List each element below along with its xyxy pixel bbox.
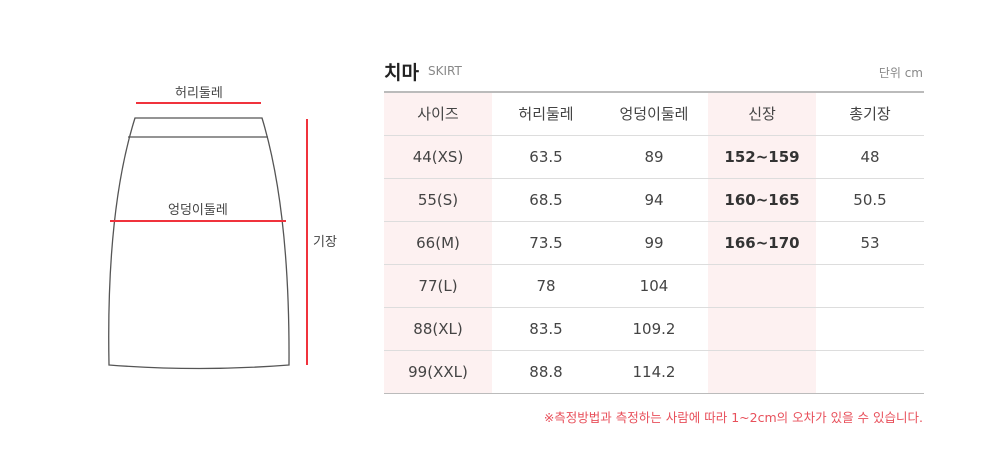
length-label: 기장 (313, 235, 337, 250)
table-cell: 89 (600, 135, 708, 179)
table-cell (816, 350, 924, 393)
table-row: 99(XXL) 88.8 114.2 (384, 350, 924, 393)
table-cell: 152~159 (708, 135, 816, 179)
table-cell (708, 307, 816, 351)
table-cell: 88(XL) (384, 307, 492, 351)
col-waist: 허리둘레 (492, 92, 600, 136)
skirt-diagram (108, 102, 308, 370)
table-row: 66(M) 73.5 99 166~170 53 (384, 221, 924, 265)
table-cell: 48 (816, 135, 924, 179)
table-cell: 99 (600, 221, 708, 265)
table-cell (816, 307, 924, 351)
table-cell: 104 (600, 264, 708, 308)
table-cell: 94 (600, 178, 708, 222)
col-height: 신장 (708, 92, 816, 136)
table-cell (708, 264, 816, 308)
unit-label: 단위 cm (878, 66, 923, 80)
table-cell: 63.5 (492, 135, 600, 179)
table-cell: 166~170 (708, 221, 816, 265)
table-row: 55(S) 68.5 94 160~165 50.5 (384, 178, 924, 222)
table-cell: 66(M) (384, 221, 492, 265)
table-cell: 109.2 (600, 307, 708, 351)
table-cell: 88.8 (529, 362, 563, 381)
hip-label: 엉덩이둘레 (168, 203, 228, 218)
table-cell: 78 (492, 264, 600, 308)
table-cell: 44(XS) (384, 135, 492, 179)
table-cell: 83.5 (492, 307, 600, 351)
col-hip: 엉덩이둘레 (600, 92, 708, 136)
col-length: 총기장 (816, 92, 924, 136)
table-cell: 77(L) (384, 264, 492, 308)
size-table: 사이즈 허리둘레 엉덩이둘레 신장 총기장 44(XS) 63.5 89 152~15… (384, 91, 924, 394)
col-size: 사이즈 (384, 92, 492, 136)
measurement-note: ※측정방법과 측정하는 사람에 따라 1~2cm의 오차가 있을 수 있습니다. (543, 410, 923, 425)
table-row: 44(XS) 63.5 89 152~159 48 (384, 135, 924, 179)
waist-label: 허리둘레 (175, 86, 223, 101)
table-cell: 50.5 (816, 178, 924, 222)
table-cell: 73.5 (492, 221, 600, 265)
table-row: 88(XL) 83.5 109.2 (384, 307, 924, 351)
page-subtitle: SKIRT (428, 64, 462, 78)
skirt-outline (108, 117, 290, 370)
table-cell: 55(S) (384, 178, 492, 222)
table-cell (708, 350, 816, 393)
table-cell: 114.2 (632, 362, 676, 381)
page-title: 치마 (384, 62, 419, 84)
table-cell: 99(XXL) (384, 350, 492, 393)
table-header: 사이즈 허리둘레 엉덩이둘레 신장 총기장 (384, 92, 924, 136)
table-cell (816, 264, 924, 308)
table-cell: 160~165 (708, 178, 816, 222)
table-cell: 68.5 (492, 178, 600, 222)
table-row: 77(L) 78 104 (384, 264, 924, 308)
table-cell: 53 (816, 221, 924, 265)
